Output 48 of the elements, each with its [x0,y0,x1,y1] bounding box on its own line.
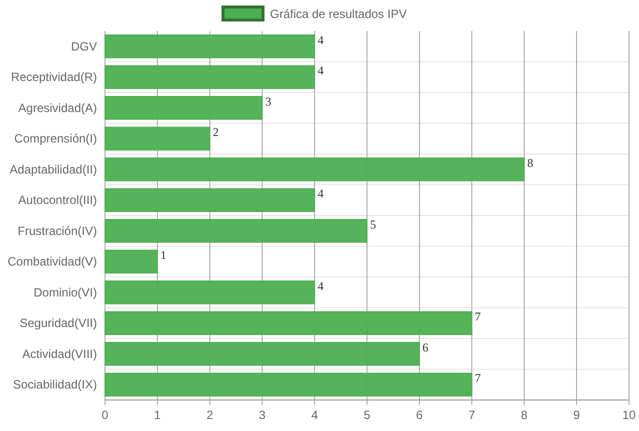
bar [104,126,210,150]
y-tick-label: Combatividad(V) [8,254,97,269]
y-tick-label: Sociabilidad(IX) [12,378,97,392]
x-tick-label: 5 [364,408,371,422]
x-tick-label: 0 [102,408,109,422]
data-label: 4 [318,186,324,201]
y-tick-label: Actividad(VIII) [22,346,97,361]
y-tick-label: Autocontrol(III) [18,193,97,208]
y-tick-label: Receptividad(R) [10,70,97,84]
data-label: 7 [474,371,481,386]
bar [104,342,420,366]
y-tick-label: DGV [70,39,97,54]
bar [104,157,525,182]
x-tick-label: 7 [468,408,476,422]
data-label: 7 [474,310,481,324]
y-tick-label: Adaptabilidad(II) [10,162,97,176]
data-label: 8 [527,156,534,170]
bar [104,218,368,243]
bar [104,96,263,120]
y-tick-label: Dominio(VI) [34,285,97,300]
x-tick-label: 4 [311,408,318,422]
data-label: 1 [160,248,166,262]
data-label: 4 [318,64,324,78]
bar [104,34,316,58]
bar [104,280,316,304]
data-label: 2 [212,125,219,140]
y-tick-label: Seguridad(VII) [20,316,97,330]
x-tick-label: 9 [573,408,580,422]
y-tick-label: Comprensión(I) [14,132,97,146]
data-label: 5 [370,217,376,232]
data-label: 4 [318,278,324,293]
bar [104,311,472,335]
y-tick-label: Frustración(IV) [18,224,97,238]
x-tick-label: 6 [416,408,424,422]
data-label: 6 [422,340,428,354]
bar [104,250,158,274]
x-tick-label: 3 [258,408,266,422]
bar [104,188,316,212]
legend-label: Gráfica de resultados IPV [270,7,407,21]
x-tick-label: 1 [154,408,162,422]
y-tick-label: Agresividad(A) [18,100,97,115]
bar [104,65,316,90]
x-tick-label: 2 [206,408,214,422]
x-tick-label: 8 [520,408,528,422]
bar [104,372,472,396]
x-tick-label: 10 [622,408,636,422]
data-label: 3 [265,94,272,108]
data-label: 4 [318,33,324,47]
